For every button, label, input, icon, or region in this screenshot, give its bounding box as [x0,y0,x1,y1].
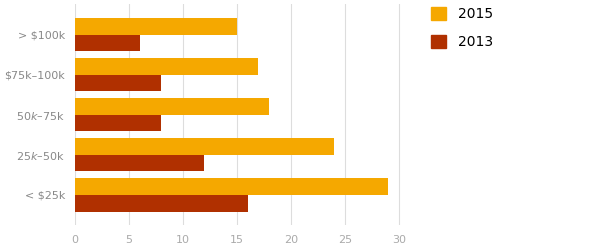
Bar [74,115,161,131]
Bar [74,75,161,91]
Bar [74,58,259,75]
Bar [74,155,205,172]
Bar [74,195,248,211]
Bar [74,178,388,195]
Legend: 2015, 2013: 2015, 2013 [431,7,493,49]
Bar [74,35,140,51]
Bar [74,138,334,155]
Bar [74,18,237,35]
Bar [74,98,269,115]
